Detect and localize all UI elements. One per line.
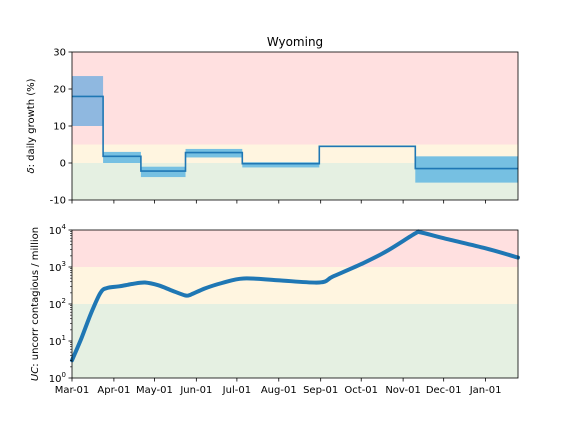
- date-x-tick-label: Nov-01: [385, 385, 421, 396]
- contagious-y-axis-label: UC: uncorr contagious / million: [30, 227, 41, 381]
- date-x-tick-label: Jul-01: [222, 385, 251, 396]
- growth-y-tick-label: 10: [53, 122, 66, 133]
- zone-band-0: [72, 230, 518, 267]
- chart-title: Wyoming: [267, 35, 323, 49]
- contagious-y-tick-label: 102: [49, 297, 66, 311]
- growth-step-line: [72, 95, 518, 172]
- growth-confidence-bands: [72, 76, 518, 183]
- growth-rate-panel: -10 0 10 20 30 Wyoming δ: daily growth (%): [26, 35, 519, 207]
- zone-band-1: [72, 144, 518, 163]
- date-x-tick-label: Apr-01: [97, 385, 130, 396]
- date-x-tick-label: Oct-01: [344, 385, 378, 396]
- growth-y-axis-symbol: δ: [26, 167, 37, 173]
- date-x-tick-label: Jun-01: [179, 385, 212, 396]
- date-x-tick-label: Dec-01: [426, 385, 462, 396]
- contagious-y-axis-text: : uncorr contagious / million: [30, 227, 41, 367]
- contagious-zone-bands: [72, 230, 518, 378]
- growth-y-ticks: -10 0 10 20 30: [50, 48, 72, 207]
- date-x-tick-label: Mar-01: [55, 385, 90, 396]
- ci-band-0: [72, 76, 104, 126]
- date-x-tick-label: Jan-01: [469, 385, 502, 396]
- growth-y-axis-label: δ: daily growth (%): [26, 78, 37, 173]
- growth-x-ticks: [71, 200, 486, 204]
- ci-band-4: [242, 162, 320, 168]
- contagious-y-ticks: 100 101 102 103 104: [49, 223, 72, 385]
- zone-band-1: [72, 267, 518, 304]
- ci-band-6: [415, 156, 518, 183]
- date-x-tick-label: May-01: [136, 385, 173, 396]
- contagious-y-tick-label: 100: [49, 371, 66, 385]
- contagious-panel: 100 101 102 103 104 Mar-01 Apr-01 May-01 Jun-01…: [30, 223, 520, 396]
- contagious-y-axis-symbol: UC: [30, 367, 41, 381]
- zone-band-2: [72, 304, 518, 378]
- contagious-y-tick-label: 103: [49, 260, 66, 274]
- growth-y-tick-label: 30: [53, 48, 66, 59]
- contagious-y-tick-label: 104: [49, 223, 67, 237]
- date-x-tick-label: Aug-01: [261, 385, 297, 396]
- growth-y-tick-label: 20: [53, 85, 66, 96]
- growth-y-axis-text: : daily growth (%): [26, 78, 37, 167]
- zone-band-0: [72, 52, 518, 145]
- growth-y-tick-label: 0: [60, 159, 66, 170]
- date-x-tick-label: Sep-01: [303, 385, 338, 396]
- contagious-y-tick-label: 101: [49, 334, 66, 348]
- growth-y-tick-label: -10: [50, 196, 66, 207]
- contagious-line: [70, 229, 520, 363]
- ci-band-1: [103, 151, 141, 163]
- date-x-ticks: Mar-01 Apr-01 May-01 Jun-01 Jul-01 Aug-01 Sep-…: [55, 378, 502, 396]
